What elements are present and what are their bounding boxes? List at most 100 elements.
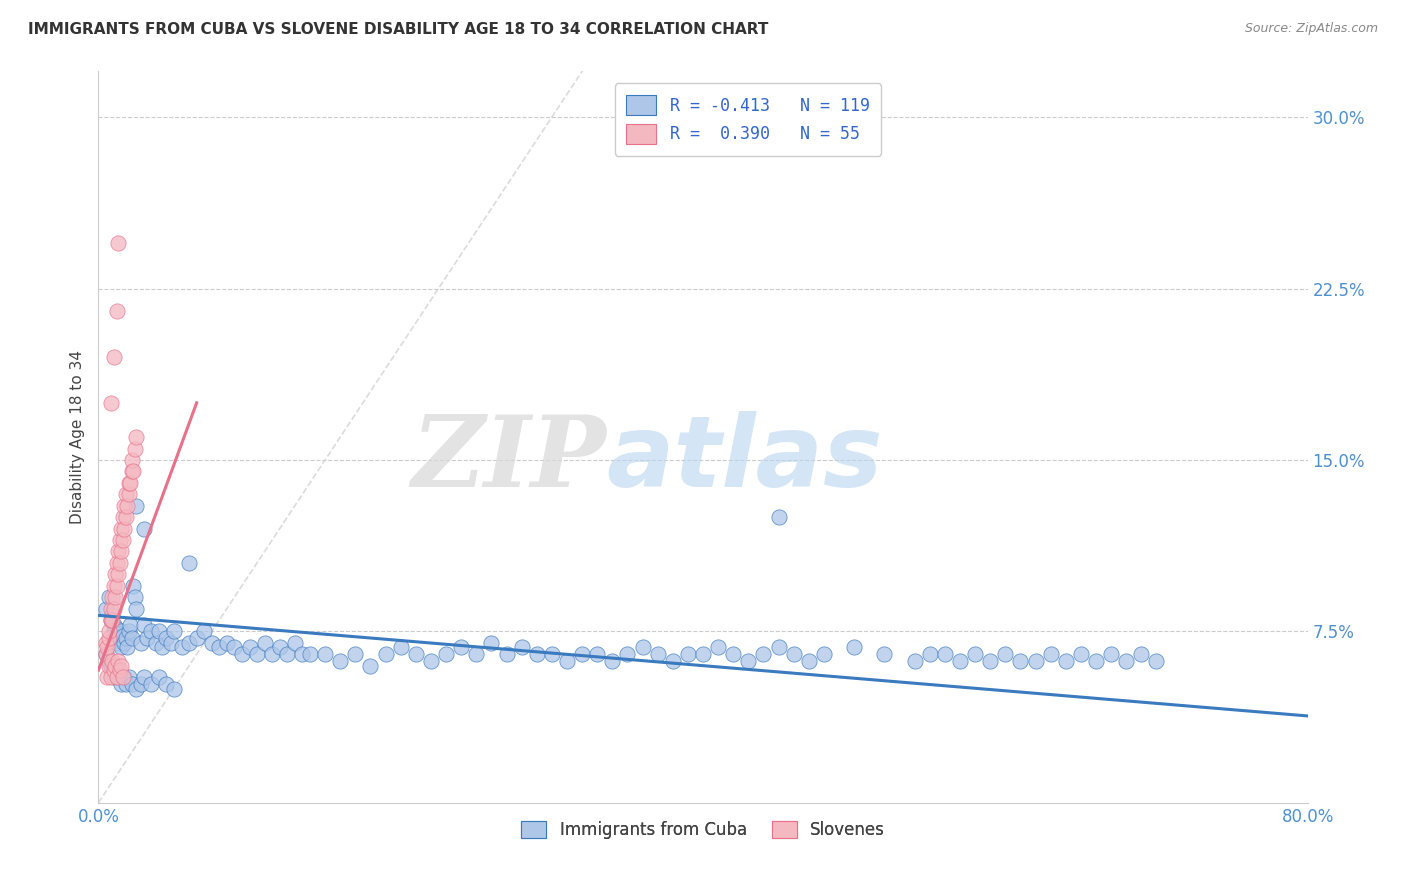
Point (114, 510, 136, 524)
Point (163, 681, 186, 696)
Point (96, 670, 118, 684)
Point (141, 624, 163, 639)
Point (231, 647, 253, 661)
Point (101, 654, 124, 668)
Point (329, 654, 352, 668)
Point (291, 647, 314, 661)
Point (389, 640, 412, 655)
Point (124, 590, 146, 604)
Point (1130, 647, 1153, 661)
Point (105, 556, 128, 570)
Point (112, 521, 135, 535)
Point (1099, 647, 1122, 661)
Point (934, 647, 956, 661)
Point (616, 647, 638, 661)
Point (107, 636, 129, 650)
Point (163, 624, 186, 639)
Point (526, 647, 548, 661)
Point (121, 464, 143, 478)
Point (100, 601, 122, 615)
Point (121, 453, 143, 467)
Point (118, 475, 141, 490)
Point (170, 640, 193, 655)
Point (101, 608, 124, 623)
Point (179, 556, 201, 570)
Point (110, 677, 132, 691)
Point (602, 654, 624, 668)
Text: Source: ZipAtlas.com: Source: ZipAtlas.com (1244, 22, 1378, 36)
Point (155, 632, 177, 646)
Point (661, 654, 683, 668)
Text: IMMIGRANTS FROM CUBA VS SLOVENE DISABILITY AGE 18 TO 34 CORRELATION CHART: IMMIGRANTS FROM CUBA VS SLOVENE DISABILI… (28, 22, 769, 37)
Point (100, 613, 122, 627)
Point (107, 567, 129, 582)
Point (132, 617, 155, 632)
Point (115, 640, 138, 655)
Point (125, 499, 148, 513)
Point (692, 647, 714, 661)
Point (118, 624, 141, 639)
Point (98, 658, 121, 673)
Point (918, 647, 941, 661)
Point (246, 647, 269, 661)
Point (179, 636, 201, 650)
Point (108, 556, 131, 570)
Point (115, 499, 138, 513)
Point (104, 567, 127, 582)
Point (434, 647, 457, 661)
Point (114, 677, 136, 691)
Point (103, 617, 125, 632)
Point (107, 235, 129, 250)
Point (555, 654, 578, 668)
Point (100, 396, 122, 410)
Point (104, 632, 127, 646)
Point (111, 629, 134, 643)
Point (121, 677, 143, 691)
Point (96, 640, 118, 655)
Point (120, 475, 142, 490)
Point (239, 640, 262, 655)
Point (110, 521, 132, 535)
Point (141, 677, 163, 691)
Point (98, 590, 121, 604)
Point (314, 647, 336, 661)
Point (105, 663, 128, 677)
Text: atlas: atlas (606, 410, 883, 508)
Point (873, 647, 896, 661)
Point (110, 658, 132, 673)
Point (813, 647, 835, 661)
Point (344, 647, 367, 661)
Point (201, 636, 224, 650)
Point (647, 647, 669, 661)
Point (112, 670, 135, 684)
Point (104, 658, 127, 673)
Point (108, 663, 131, 677)
Point (1085, 654, 1108, 668)
Point (129, 677, 152, 691)
Point (1115, 654, 1137, 668)
Point (107, 544, 129, 558)
Point (132, 670, 155, 684)
Point (193, 624, 215, 639)
Point (276, 647, 298, 661)
Point (783, 647, 806, 661)
Point (676, 647, 699, 661)
Point (105, 622, 128, 636)
Point (1054, 654, 1077, 668)
Point (103, 579, 125, 593)
Point (98, 654, 121, 668)
Point (110, 624, 132, 639)
Point (269, 640, 291, 655)
Point (145, 636, 167, 650)
Point (904, 654, 927, 668)
Text: ZIP: ZIP (412, 411, 606, 508)
Point (215, 636, 238, 650)
Point (208, 640, 231, 655)
Point (110, 544, 132, 558)
Point (103, 670, 125, 684)
Point (586, 647, 609, 661)
Point (114, 632, 136, 646)
Point (107, 670, 129, 684)
Point (98, 624, 121, 639)
Point (121, 632, 143, 646)
